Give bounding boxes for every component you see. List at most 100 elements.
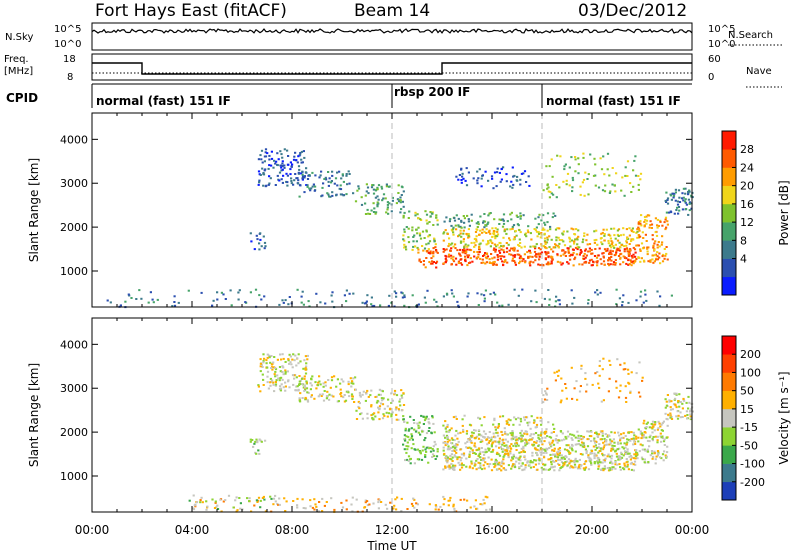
freq-unit-label: [MHz] — [4, 66, 34, 77]
power-cell — [292, 158, 296, 161]
power-cell — [630, 240, 633, 243]
velocity-cell — [453, 468, 456, 471]
power-cell — [298, 184, 302, 187]
velocity-cell — [273, 373, 276, 376]
velocity-cell — [553, 460, 556, 463]
power-cell — [659, 220, 662, 223]
power-cell — [546, 187, 549, 190]
power-cell — [412, 245, 415, 248]
velocity-cell — [333, 508, 336, 511]
power-cell — [376, 203, 379, 206]
power-cell — [481, 239, 485, 242]
power-cell — [493, 256, 496, 259]
velocity-cell — [531, 461, 534, 464]
power-cell — [387, 212, 390, 215]
velocity-cell — [520, 438, 523, 441]
power-cell — [561, 262, 564, 265]
power-cell — [516, 249, 519, 252]
velocity-cell — [639, 443, 642, 446]
velocity-cell — [538, 438, 541, 441]
velocity-cell — [560, 454, 563, 457]
velocity-cell — [448, 429, 451, 432]
power-cell — [297, 165, 301, 168]
noise-left-tick-top: 10^5 — [54, 24, 82, 35]
power-cell — [616, 233, 619, 236]
power-cell — [447, 253, 451, 256]
velocity-cell — [522, 445, 525, 448]
power-cell — [395, 292, 398, 295]
power-cell — [505, 180, 508, 183]
velocity-cell — [587, 468, 591, 471]
velocity-cell — [483, 502, 486, 505]
velocity-cell — [626, 465, 629, 468]
power-cell — [286, 184, 289, 187]
power-cell — [424, 210, 427, 213]
power-cell — [375, 211, 378, 214]
power-cell — [331, 291, 334, 294]
velocity-cell — [597, 465, 600, 468]
power-cell — [453, 217, 456, 219]
velocity-cell — [298, 384, 301, 386]
power-cell — [549, 228, 552, 231]
power-cell — [331, 174, 334, 177]
velocity-cell — [532, 421, 536, 424]
power-cell — [303, 175, 306, 178]
power-cell — [411, 294, 414, 297]
velocity-cell — [491, 441, 495, 444]
power-cell — [644, 233, 647, 236]
power-cell — [467, 254, 471, 257]
power-cell — [594, 163, 597, 166]
power-cell — [621, 301, 624, 303]
power-cell — [551, 216, 554, 219]
power-cell — [485, 228, 488, 231]
velocity-cell — [238, 497, 241, 499]
velocity-cell — [289, 355, 292, 358]
velocity-cell — [386, 507, 389, 510]
velocity-cell — [325, 395, 329, 398]
power-cell — [528, 184, 531, 187]
velocity-cell — [257, 496, 261, 499]
power-cell — [550, 192, 553, 195]
power-cell — [452, 258, 455, 261]
power-cell — [503, 228, 506, 231]
power-cell — [403, 304, 406, 307]
velocity-cell — [480, 424, 483, 427]
velocity-cell — [650, 423, 653, 425]
velocity-cell — [606, 443, 609, 446]
power-cell — [480, 185, 483, 188]
velocity-cell — [530, 438, 533, 441]
velocity-cell — [598, 450, 601, 452]
velocity-cell — [601, 368, 604, 371]
power-cell — [387, 304, 390, 307]
velocity-cell — [550, 431, 553, 434]
power-cell — [613, 246, 616, 249]
velocity-cell — [640, 437, 643, 440]
velocity-cell — [661, 453, 665, 456]
power-cell — [293, 179, 296, 182]
velocity-cell — [638, 450, 641, 453]
velocity-cell — [431, 453, 435, 456]
velocity-cell — [501, 443, 504, 446]
velocity-cell — [580, 367, 583, 370]
velocity-cell — [222, 500, 225, 503]
velocity-cell — [498, 467, 501, 470]
power-cell — [586, 243, 589, 246]
velocity-cell — [299, 360, 302, 363]
velocity-cell — [482, 464, 485, 467]
power-cell — [477, 223, 480, 226]
power-cell — [135, 298, 138, 300]
velocity-cell — [296, 504, 299, 507]
power-cell — [551, 175, 554, 178]
power-cell — [546, 229, 549, 232]
velocity-cell — [248, 497, 251, 500]
power-cell — [499, 255, 502, 258]
velocity-cell — [499, 446, 503, 449]
power-cell — [606, 168, 609, 171]
velocity-cell — [309, 505, 312, 508]
velocity-cell — [590, 462, 593, 465]
velocity-cell — [653, 429, 656, 432]
power-cell — [500, 178, 503, 181]
power-cell — [513, 236, 516, 239]
power-cell — [534, 245, 537, 248]
velocity-cell — [456, 437, 459, 440]
